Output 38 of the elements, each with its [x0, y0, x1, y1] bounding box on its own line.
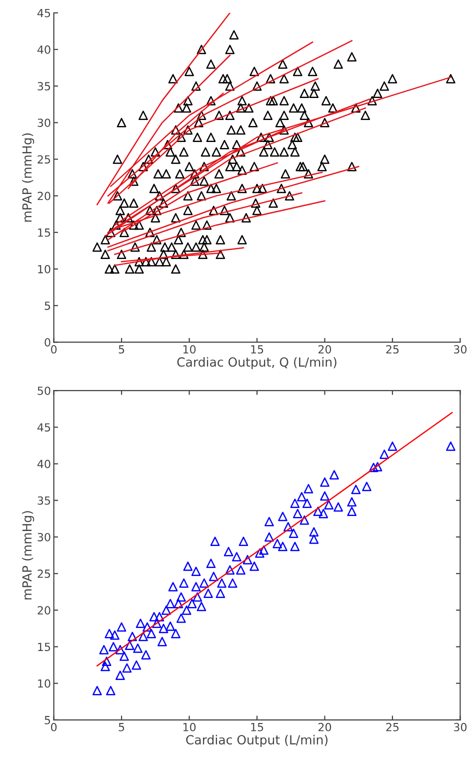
x-tick-label: 15	[251, 723, 264, 732]
y-tick-label: 45	[37, 423, 50, 432]
x-axis-title: Cardiac Output (L/min)	[186, 734, 328, 747]
y-tick-label: 25	[38, 155, 50, 164]
y-tick-label: 35	[38, 82, 50, 90]
y-tick-label: 5	[44, 716, 50, 724]
y-tick-label: 40	[37, 460, 50, 468]
x-tick-label: 10	[183, 345, 196, 354]
y-tick-label: 50	[38, 386, 50, 395]
x-tick-label: 20	[318, 722, 332, 732]
x-tick-label: 10	[183, 722, 196, 732]
y-tick-label: 40	[37, 45, 50, 54]
x-tick-label: 25	[386, 345, 399, 354]
y-tick-label: 15	[38, 642, 50, 652]
x-tick-label: 30	[454, 722, 467, 732]
x-tick-label: 0	[51, 722, 57, 732]
y-tick-label: 0	[44, 338, 50, 347]
y-tick-label: 5	[44, 302, 50, 310]
x-axis-title: Cardiac Output, Q (L/min)	[177, 357, 336, 370]
x-tick-label: 5	[118, 345, 124, 354]
y-tick-label: 35	[38, 496, 50, 505]
x-tick-label: 20	[318, 345, 332, 354]
y-tick-label: 10	[38, 264, 50, 274]
y-axis-title: mPAP (mmHg)	[22, 511, 34, 600]
x-tick-label: 15	[251, 345, 264, 354]
y-tick-label: 20	[38, 192, 50, 200]
y-tick-label: 10	[38, 679, 50, 688]
y-tick-label: 30	[38, 532, 50, 542]
x-tick-label: 30	[454, 345, 467, 354]
y-axis-title: mPAP (mmHg)	[22, 133, 34, 222]
x-tick-label: 0	[51, 345, 57, 354]
x-tick-label: 25	[386, 722, 399, 732]
y-tick-label: 25	[38, 570, 50, 578]
y-tick-label: 15	[38, 228, 50, 237]
y-tick-label: 20	[38, 606, 50, 615]
x-tick-label: 5	[118, 723, 124, 732]
y-tick-label: 45	[37, 8, 50, 18]
y-tick-label: 30	[38, 118, 50, 128]
